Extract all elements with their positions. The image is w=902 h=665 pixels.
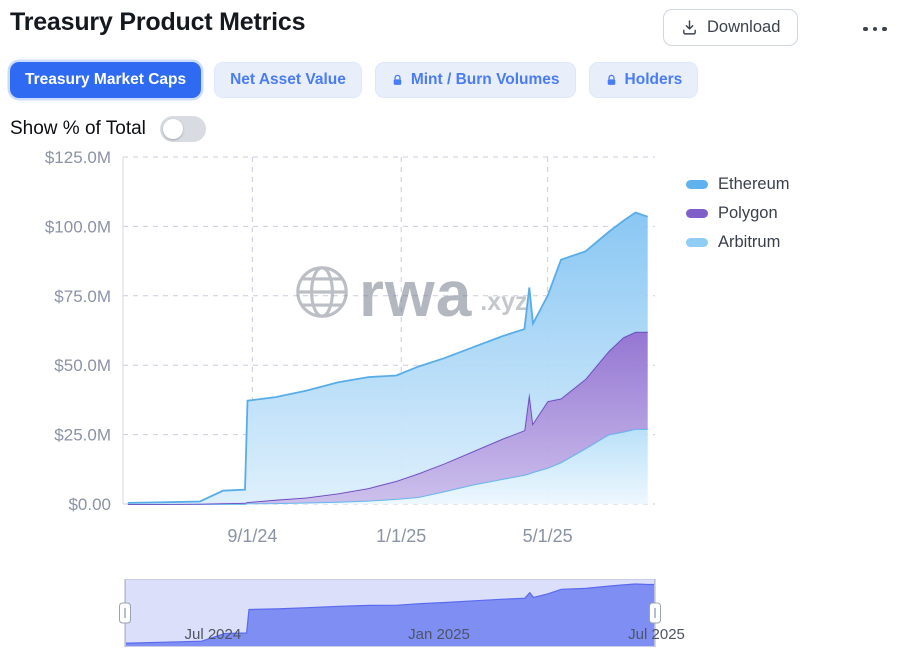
tab-bar: Treasury Market Caps Net Asset Value Min… — [10, 62, 699, 98]
show-percent-label: Show % of Total — [10, 118, 146, 139]
ellipsis-dot — [872, 26, 878, 32]
tab-treasury-market-caps[interactable]: Treasury Market Caps — [10, 62, 202, 98]
legend-swatch — [686, 237, 708, 247]
show-percent-toggle[interactable] — [159, 116, 206, 142]
legend-swatch — [686, 208, 708, 218]
line-ethereum — [127, 211, 648, 504]
main-chart: $0.00 $25.0M $50.0M $75.0M $100.0M $125.0M 9/1… — [45, 148, 655, 546]
timeline-navigator: Jul 2024 Jan 2025 Jul 2025 — [119, 579, 685, 649]
x-tick-label: 5/1/25 — [523, 526, 573, 546]
legend-label: Polygon — [718, 203, 778, 222]
tab-holders[interactable]: Holders — [588, 62, 699, 98]
plot-area[interactable] — [123, 157, 655, 504]
navigator-area — [125, 584, 655, 647]
navigator-label: Jul 2024 — [184, 626, 242, 643]
x-tick-label: 1/1/25 — [376, 526, 426, 546]
area-arbitrum — [127, 429, 648, 504]
legend-item-polygon[interactable]: Polygon — [686, 201, 790, 225]
y-tick-label: $50.0M — [54, 356, 111, 375]
navigator-line — [125, 583, 655, 644]
download-icon — [681, 19, 698, 36]
navigator-label: Jul 2025 — [628, 626, 685, 643]
legend-item-arbitrum[interactable]: Arbitrum — [686, 230, 790, 254]
y-tick-label: $125.0M — [45, 148, 111, 167]
area-ethereum — [127, 212, 648, 504]
x-tick-label: 9/1/24 — [227, 526, 277, 546]
y-tick-label: $25.0M — [54, 426, 111, 445]
ellipsis-dot — [863, 26, 868, 32]
toggle-knob — [162, 119, 183, 139]
tab-label: Holders — [624, 71, 683, 88]
more-options-button[interactable] — [856, 18, 894, 40]
legend-item-ethereum[interactable]: Ethereum — [686, 172, 790, 196]
legend-label: Ethereum — [718, 174, 790, 193]
legend-swatch — [686, 179, 708, 189]
y-tick-label: $75.0M — [54, 287, 111, 306]
y-tick-label: $0.00 — [68, 495, 111, 514]
tab-label: Net Asset Value — [230, 71, 346, 88]
ellipsis-dot — [882, 26, 887, 32]
navigator-handle-left[interactable] — [119, 579, 131, 647]
tab-label: Mint / Burn Volumes — [410, 71, 560, 88]
tab-mint-burn-volumes[interactable]: Mint / Burn Volumes — [374, 62, 576, 98]
navigator-label: Jan 2025 — [408, 626, 470, 643]
legend-label: Arbitrum — [718, 232, 781, 251]
y-tick-label: $100.0M — [45, 217, 111, 236]
chart-legend: Ethereum Polygon Arbitrum — [686, 172, 790, 254]
area-polygon — [127, 331, 648, 504]
tab-label: Treasury Market Caps — [25, 71, 187, 88]
lock-icon — [391, 74, 404, 87]
download-button[interactable]: Download — [663, 9, 799, 46]
page-title: Treasury Product Metrics — [10, 8, 306, 36]
show-percent-row: Show % of Total — [10, 116, 206, 142]
navigator-chart — [119, 579, 661, 647]
lock-icon — [605, 74, 618, 87]
tab-net-asset-value[interactable]: Net Asset Value — [214, 62, 362, 98]
navigator-handle-right[interactable] — [649, 579, 661, 647]
download-label: Download — [707, 18, 781, 36]
